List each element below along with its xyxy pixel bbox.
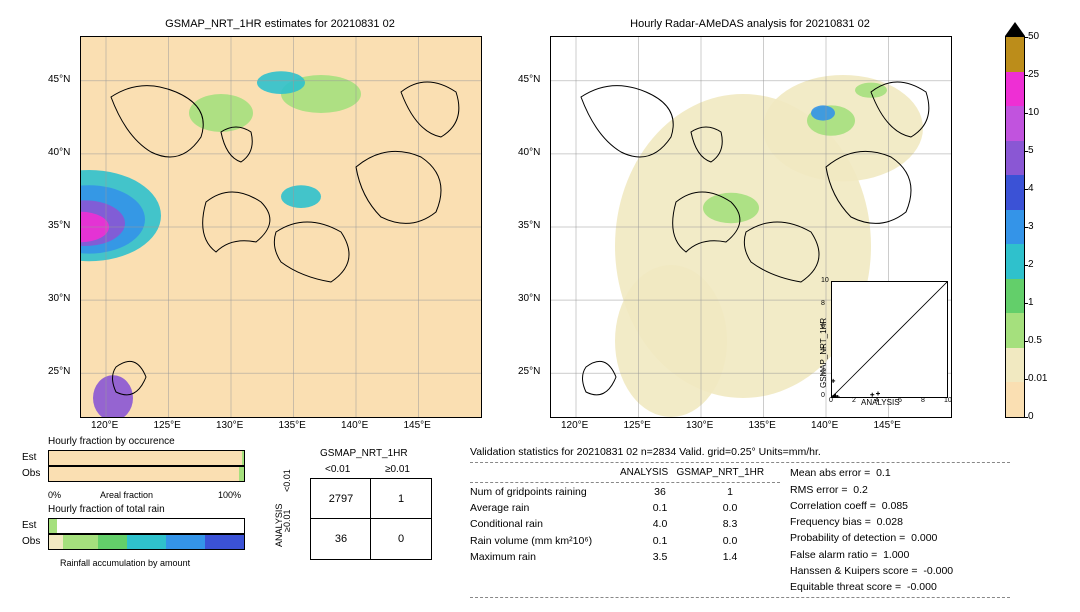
bar-occ: EstObs	[48, 450, 243, 488]
bar-occ-0: 0%	[48, 490, 61, 500]
stat-row: Conditional rain4.08.3	[470, 516, 790, 532]
stat-row: Average rain0.10.0	[470, 500, 790, 516]
stat-row: Rain volume (mm km²10⁶)0.10.0	[470, 533, 790, 549]
right-map-title: Hourly Radar-AMeDAS analysis for 2021083…	[550, 18, 950, 30]
stat-row: Equitable threat score = -0.000	[790, 579, 1020, 595]
right-map: Provided by JWA/JMA ANALYSISGSMAP_NRT_1H…	[550, 36, 952, 418]
stat-row: Frequency bias = 0.028	[790, 514, 1020, 530]
bar-occ-title: Hourly fraction by occurence	[48, 436, 175, 447]
bar-tot-title: Hourly fraction of total rain	[48, 504, 165, 515]
stat-row: Probability of detection = 0.000	[790, 530, 1020, 546]
bar-occ-cap: Areal fraction	[100, 490, 153, 500]
colorbar: 00.010.512345102550	[1005, 36, 1025, 418]
bar-tot-cap: Rainfall accumulation by amount	[60, 558, 190, 568]
stat-row: RMS error = 0.2	[790, 482, 1020, 498]
stat-row: False alarm ratio = 1.000	[790, 547, 1020, 563]
bar-tot: EstObs	[48, 518, 243, 556]
validation-header: Validation statistics for 20210831 02 n=…	[470, 444, 1030, 460]
colorbar-cap	[1005, 22, 1025, 36]
bar-occ-100: 100%	[218, 490, 241, 500]
validation: Validation statistics for 20210831 02 n=…	[470, 444, 1030, 598]
stat-row: Num of gridpoints raining361	[470, 484, 790, 500]
inset-scatter	[831, 281, 948, 398]
stat-row: Hanssen & Kuipers score = -0.000	[790, 563, 1020, 579]
stat-row: Correlation coeff = 0.085	[790, 498, 1020, 514]
stat-row: Maximum rain3.51.4	[470, 549, 790, 565]
left-map	[80, 36, 482, 418]
left-map-title: GSMAP_NRT_1HR estimates for 20210831 02	[80, 18, 480, 30]
stat-row: Mean abs error = 0.1	[790, 465, 1020, 481]
